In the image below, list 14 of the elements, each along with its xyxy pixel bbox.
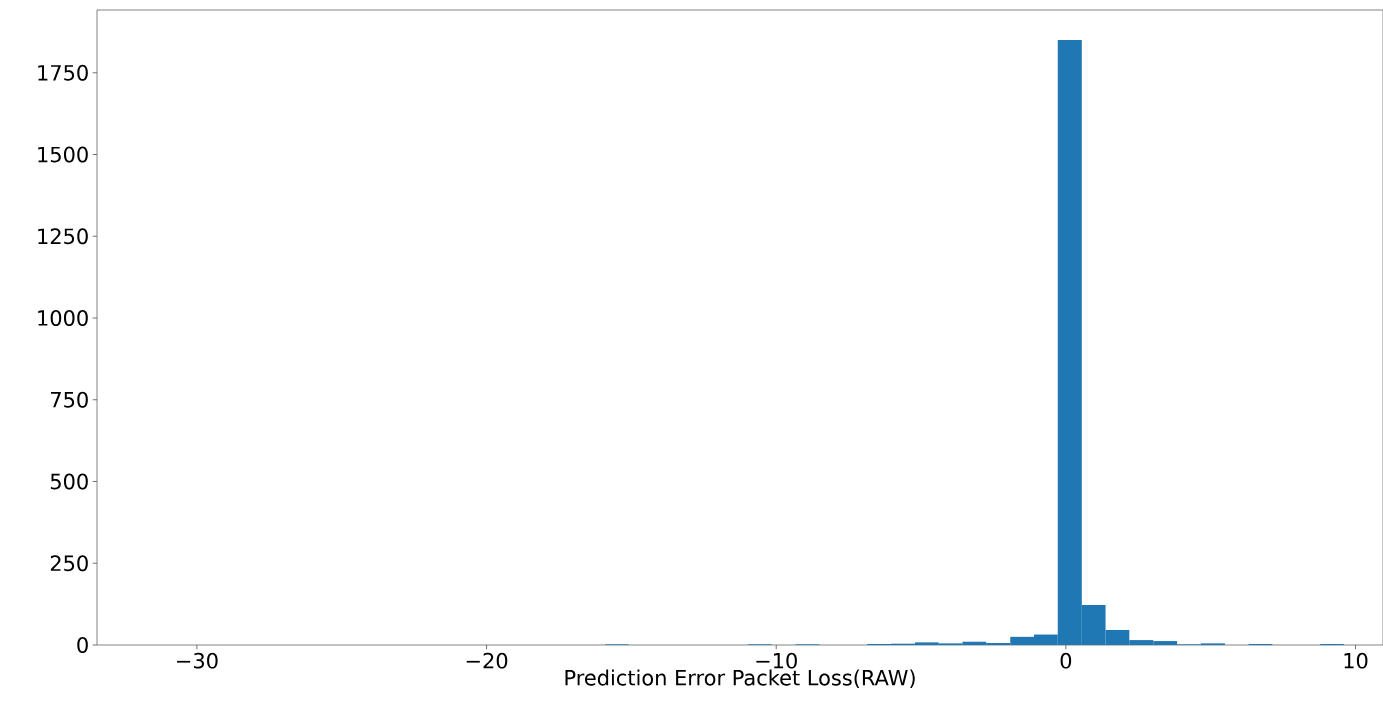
x-tick-label: −20 — [466, 652, 508, 669]
x-tick-label: −10 — [756, 652, 797, 669]
y-tick-label: 0 — [77, 637, 88, 653]
x-tick-label: 10 — [1344, 652, 1368, 669]
y-tick-label: 1750 — [38, 64, 88, 81]
x-axis-title: Prediction Error Packet Loss(RAW) — [565, 669, 915, 689]
x-tick-label: −30 — [177, 652, 218, 669]
y-tick-label: 1500 — [38, 146, 88, 163]
y-tick-label: 1000 — [38, 310, 88, 326]
y-tick-label: 500 — [50, 473, 88, 490]
y-tick-label: 750 — [51, 391, 88, 408]
x-tick-label: 0 — [1060, 652, 1072, 669]
y-tick-label: 250 — [50, 555, 88, 572]
y-tick-label: 1250 — [38, 228, 88, 245]
